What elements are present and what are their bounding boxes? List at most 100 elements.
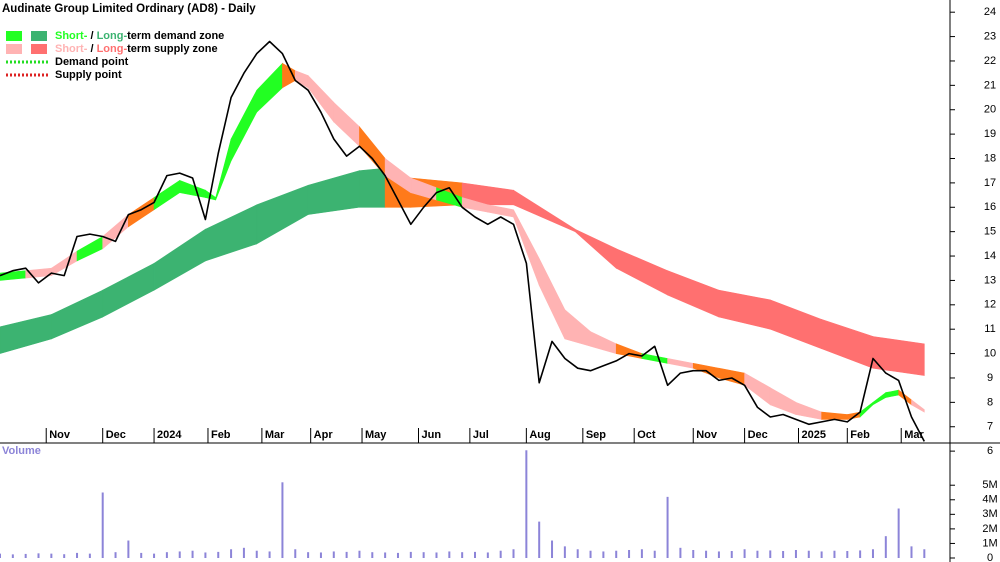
volume-bar	[409, 551, 412, 558]
volume-bar	[178, 551, 181, 558]
volume-bar	[255, 550, 258, 558]
volume-bar	[319, 552, 322, 558]
volume-bar	[268, 551, 271, 558]
volume-bar	[24, 553, 27, 558]
price-line	[0, 40, 926, 442]
x-tick-label: Oct	[637, 429, 656, 441]
volume-bar	[846, 551, 849, 558]
x-tick-label: Feb	[850, 429, 870, 441]
legend-label-part: Long-	[97, 43, 128, 55]
volume-bar	[525, 450, 528, 558]
y-tick-label: 10	[984, 347, 996, 359]
volume-bar	[332, 551, 335, 558]
volume-bar	[358, 550, 361, 558]
volume-bar	[63, 554, 66, 558]
legend-label-part: term supply zone	[127, 43, 217, 55]
volume-bar	[563, 546, 566, 558]
y-tick-label: 12	[984, 299, 996, 311]
volume-bar	[88, 553, 91, 558]
chart-title: Audinate Group Limited Ordinary (AD8) - …	[2, 3, 256, 15]
volume-bar	[474, 551, 476, 558]
volume-bar	[384, 552, 387, 558]
volume-bar	[307, 552, 310, 558]
legend-swatch	[31, 31, 47, 41]
volume-bar	[281, 482, 284, 558]
volume-bar	[743, 549, 746, 558]
x-tick-label: 2024	[157, 429, 182, 441]
volume-bar	[486, 552, 489, 558]
volume-bar	[769, 550, 772, 558]
volume-bar	[422, 552, 425, 558]
legend-label: Demand point	[55, 56, 129, 68]
volume-bar	[859, 550, 862, 558]
y-tick-label: 22	[984, 55, 996, 67]
volume-bar	[615, 550, 618, 558]
y-tick-label: 15	[984, 226, 996, 238]
volume-y-tick-label: 5M	[982, 479, 997, 491]
legend-label-part: Short-	[55, 30, 88, 42]
volume-bar	[897, 508, 900, 558]
volume-y-tick-label: 2M	[982, 523, 997, 535]
volume-bar	[0, 553, 1, 558]
volume-y-tick-label: 4M	[982, 494, 997, 506]
y-tick-label: 16	[984, 201, 996, 213]
volume-bar	[191, 550, 194, 558]
zones	[0, 62, 925, 420]
x-tick-label: Mar	[265, 429, 285, 441]
long-zone-segment	[872, 336, 925, 376]
y-tick-label: 14	[984, 250, 996, 262]
y-tick-label: 17	[984, 177, 996, 189]
volume-bar	[165, 552, 168, 558]
volume-bar	[871, 549, 874, 558]
x-tick-label: Jun	[422, 429, 442, 441]
legend-label: Short- / Long-term demand zone	[55, 30, 224, 42]
volume-bar	[589, 550, 592, 558]
legend: Audinate Group Limited Ordinary (AD8) - …	[2, 3, 256, 81]
legend-swatch	[31, 44, 47, 54]
volume-bar	[153, 553, 156, 558]
y-tick-label: 9	[987, 372, 993, 384]
x-tick-label: Apr	[314, 429, 334, 441]
y-tick-label: 8	[987, 396, 993, 408]
volume-bar	[679, 547, 682, 558]
y-tick-label: 21	[984, 79, 996, 91]
legend-label: Short- / Long-term supply zone	[55, 43, 218, 55]
volume-bar	[602, 551, 605, 558]
legend-swatch	[6, 31, 22, 41]
volume-bar	[807, 550, 810, 558]
volume-bar	[461, 552, 464, 558]
volume-y-tick-label: 0	[987, 552, 993, 562]
volume-panel: Volume	[0, 445, 926, 558]
x-tick-label: Dec	[748, 429, 768, 441]
long-zone-segment	[359, 167, 386, 208]
volume-bar	[705, 550, 708, 558]
volume-bar	[37, 553, 40, 558]
volume-bar	[499, 550, 502, 558]
volume-bar	[923, 549, 926, 558]
volume-bar	[653, 550, 656, 558]
volume-bar	[242, 547, 245, 558]
legend-label-part: /	[87, 30, 96, 42]
volume-bar	[345, 551, 348, 558]
volume-bar	[884, 536, 887, 558]
volume-bar	[692, 549, 695, 558]
legend-label-part: term demand zone	[127, 30, 224, 42]
volume-y-tick-label: 3M	[982, 508, 997, 520]
y-tick-label: 11	[984, 323, 995, 335]
volume-bar	[833, 550, 836, 558]
volume-bar	[782, 551, 785, 558]
volume-y-tick-label: 1M	[982, 537, 997, 549]
y-tick-label: 6	[987, 445, 993, 457]
volume-bar	[76, 552, 79, 558]
volume-bar	[127, 540, 130, 558]
volume-bar	[396, 552, 399, 558]
volume-bar	[666, 496, 669, 558]
volume-bar	[576, 549, 579, 558]
volume-bar	[794, 549, 797, 558]
volume-bar	[230, 549, 233, 558]
volume-bar	[371, 552, 374, 558]
volume-bar	[11, 554, 14, 558]
x-tick-label: Jul	[473, 429, 489, 441]
